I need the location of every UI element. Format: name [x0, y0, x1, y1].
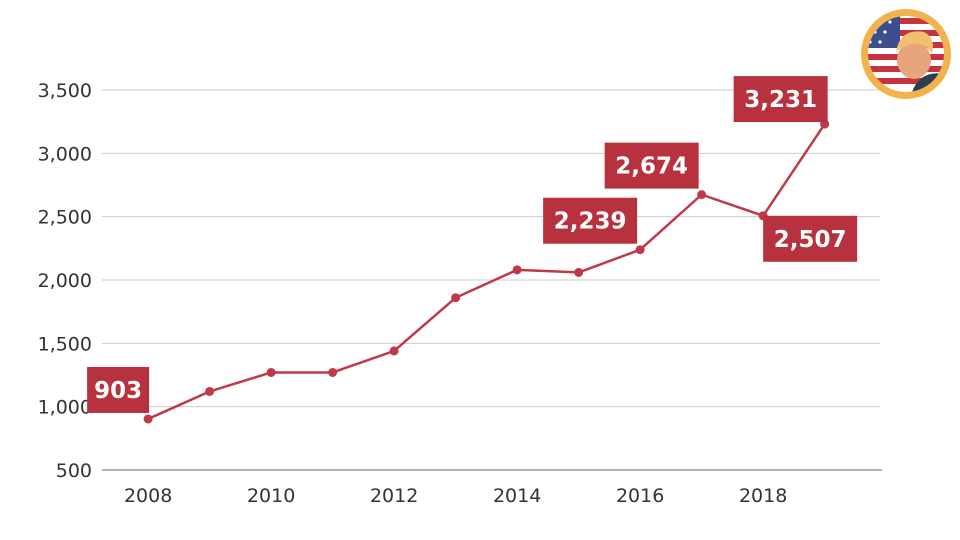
data-label-box [733, 76, 828, 123]
data-label: 2,507 [763, 215, 858, 262]
x-tick-label: 2010 [247, 485, 295, 507]
data-label-box [543, 197, 638, 244]
series-points [143, 119, 830, 424]
data-point [328, 367, 338, 377]
data-point [266, 367, 276, 377]
data-label: 2,674 [604, 142, 699, 189]
y-tick-label: 2,500 [38, 207, 92, 229]
data-label: 2,239 [543, 197, 638, 244]
y-tick-label: 2,000 [38, 270, 92, 292]
data-point [389, 346, 399, 356]
data-label-text: 3,231 [744, 87, 817, 113]
x-tick-label: 2008 [124, 485, 172, 507]
x-tick-label: 2012 [370, 485, 418, 507]
x-axis-ticks: 2008 2010 2012 2014 2016 2018 [124, 485, 787, 507]
data-point [512, 265, 522, 275]
data-label-box [87, 366, 150, 413]
data-label: 3,231 [733, 76, 828, 123]
data-point [143, 414, 153, 424]
y-tick-label: 1,500 [38, 333, 92, 355]
data-label-box [604, 142, 699, 189]
data-point [697, 190, 707, 200]
y-axis-ticks: 500 1,000 1,500 2,000 2,500 3,000 3,500 [38, 80, 92, 482]
data-label-box [763, 215, 858, 262]
data-label-text: 2,239 [554, 209, 627, 235]
gridlines [102, 89, 880, 408]
data-label-text: 2,507 [774, 227, 847, 253]
x-tick-label: 2016 [616, 485, 664, 507]
y-tick-label: 3,000 [38, 143, 92, 165]
us-flag-person-avatar-icon [861, 9, 951, 99]
y-tick-label: 3,500 [38, 80, 92, 102]
series-line-path [147, 123, 826, 421]
data-label-text: 2,674 [615, 154, 688, 180]
data-point [451, 293, 461, 303]
y-tick-label: 500 [56, 460, 92, 482]
data-label: 903 [87, 366, 150, 413]
series-line [147, 123, 826, 421]
data-point [635, 245, 645, 255]
y-tick-label: 1,000 [38, 397, 92, 419]
x-tick-label: 2018 [739, 485, 787, 507]
data-point [574, 267, 584, 277]
data-labels: 903 2,239 2,674 2,507 3,231 [87, 76, 858, 413]
x-tick-label: 2014 [493, 485, 541, 507]
data-label-text: 903 [94, 378, 142, 404]
data-point [205, 386, 215, 396]
